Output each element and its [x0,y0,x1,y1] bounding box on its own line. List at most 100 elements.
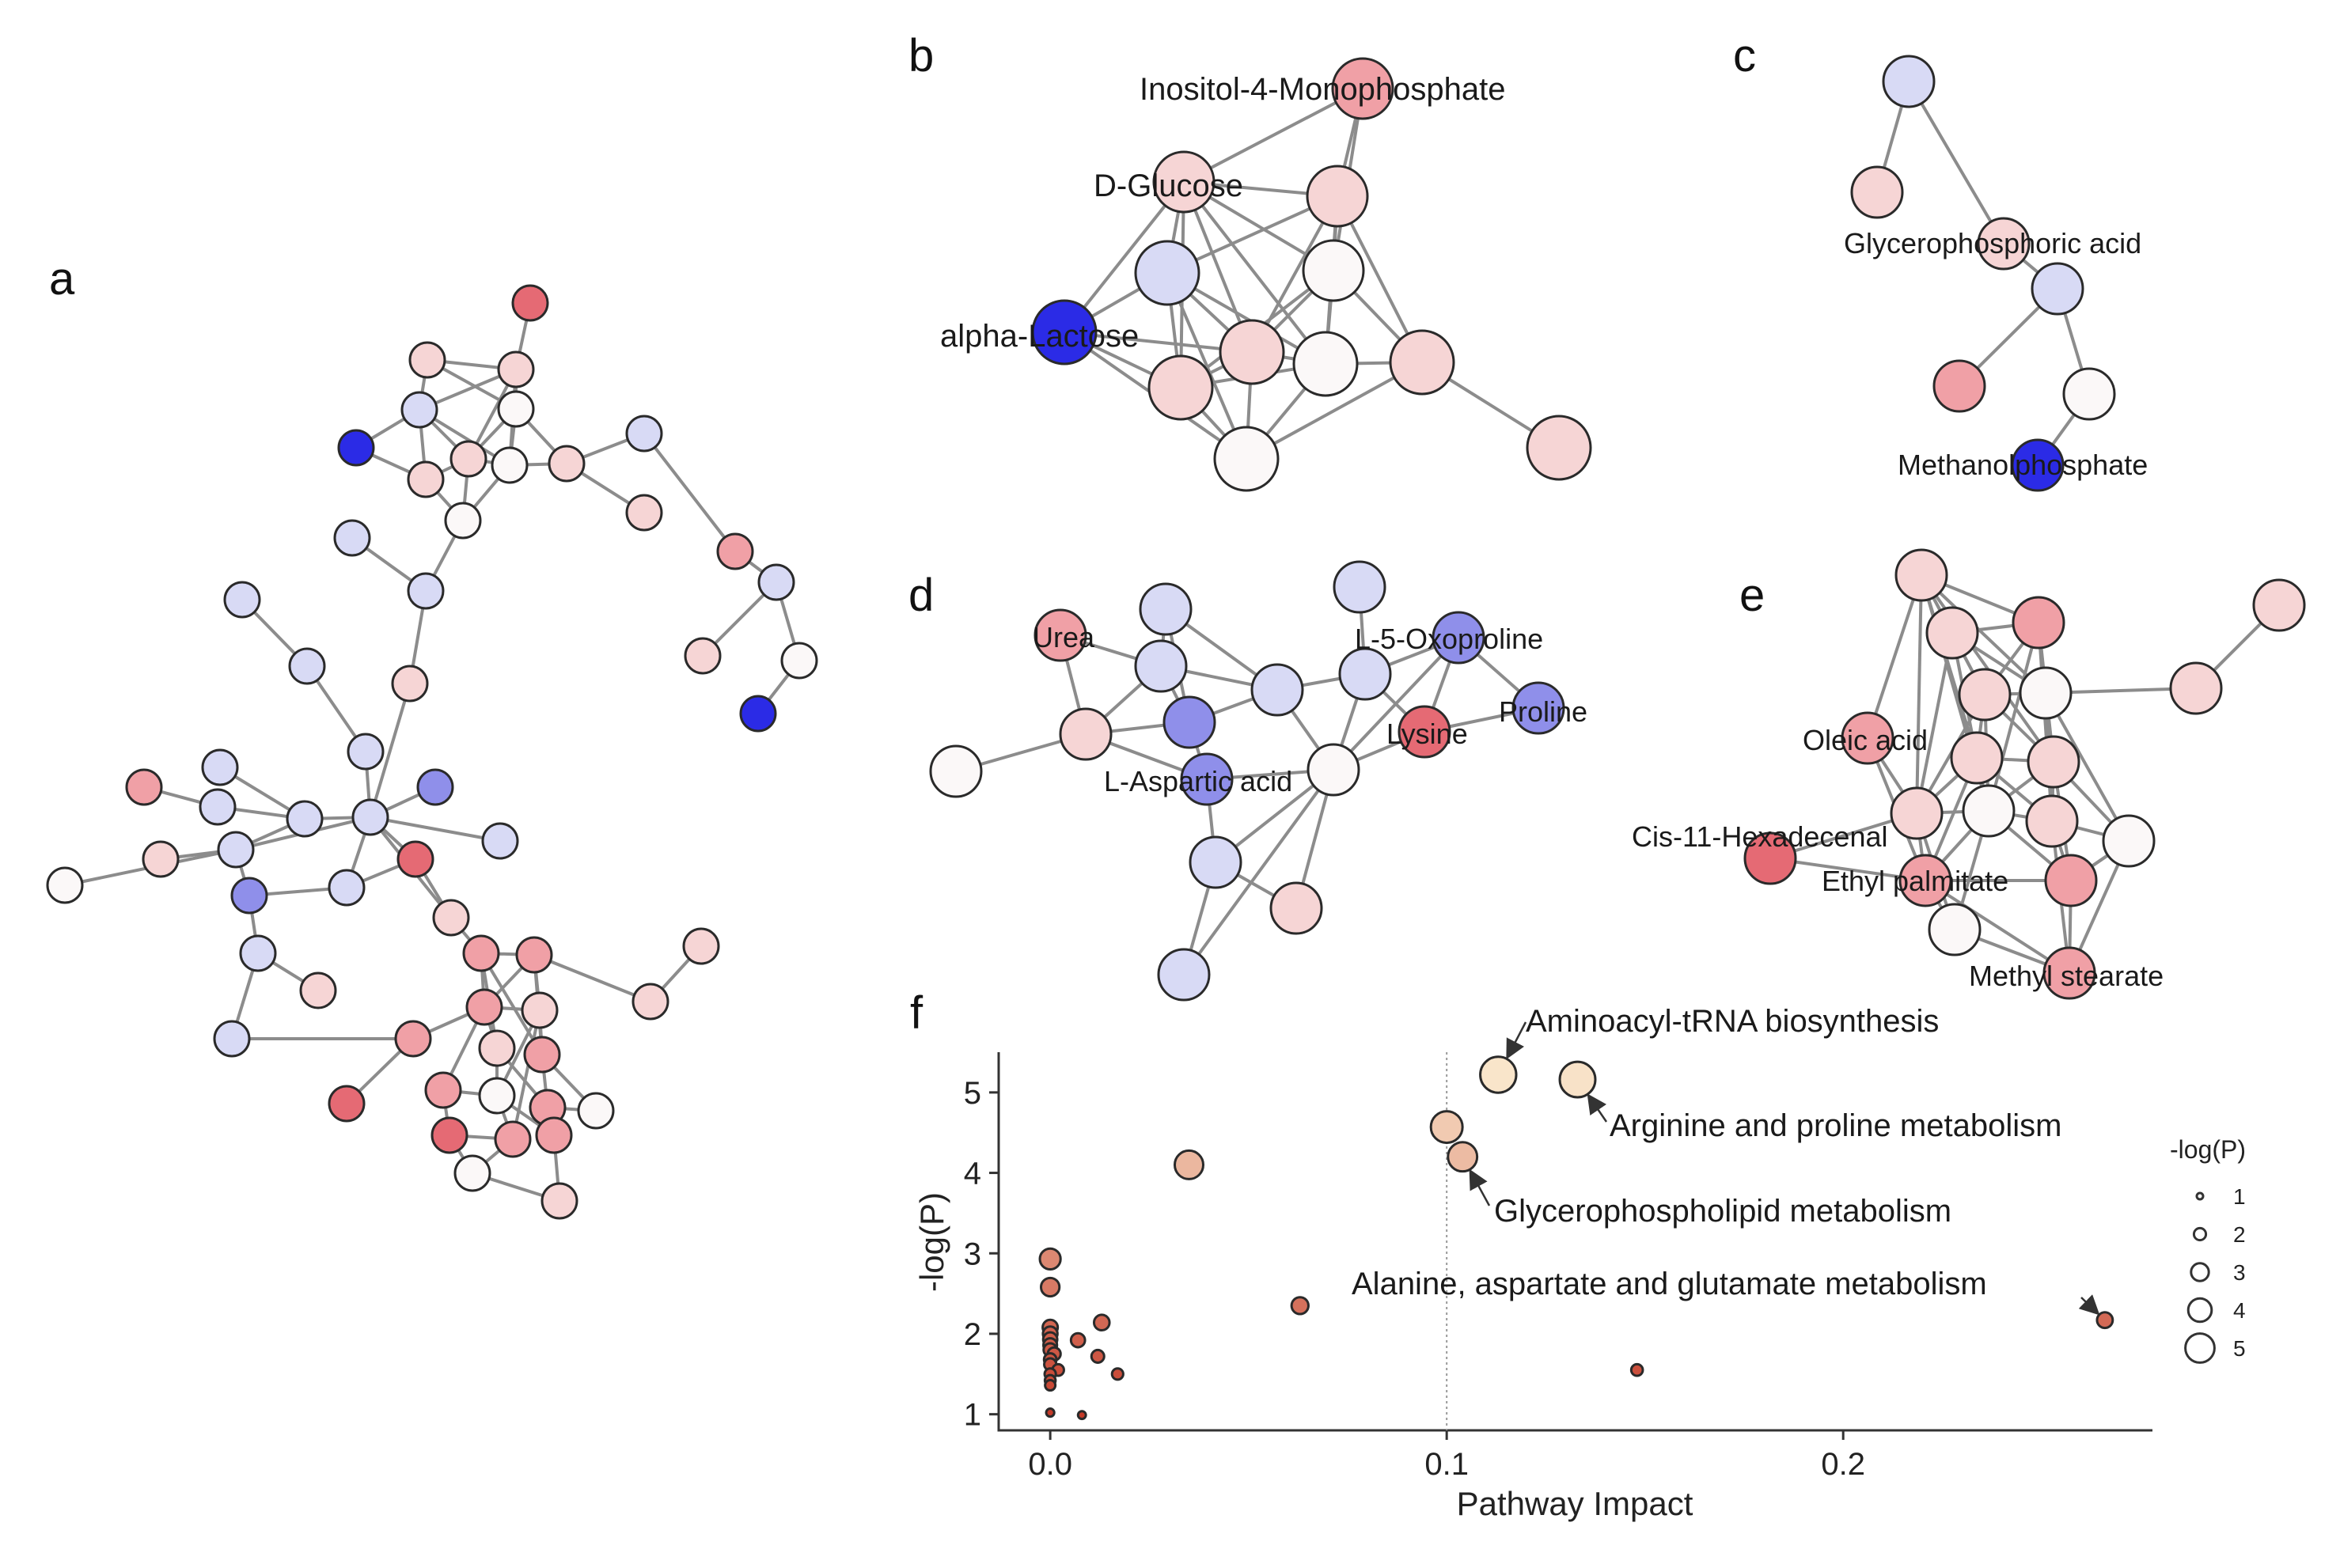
pathway-point [1479,1055,1518,1094]
network-edge [1183,87,1363,184]
net-c-nodes [1850,55,2116,492]
network-node [1292,331,1359,397]
panel-letter-d: d [908,570,934,621]
pathway-point [1629,1362,1644,1377]
network-node [1890,786,1944,840]
network-node [2031,262,2084,316]
network-d-labels: Urea L-5-Oxoproline Proline Lysine L-Asp… [1033,621,1587,797]
network-edge [1182,768,1335,976]
network-node [1841,711,1894,765]
node-label-inositol-4-monophosphate: Inositol-4-Monophosphate [1140,72,1506,107]
network-panel-b [1031,57,1592,492]
network-node [523,1036,561,1074]
network-node [1389,329,1455,396]
x-tick-label: 0.1 [1424,1447,1469,1482]
network-node [1302,239,1365,302]
network-node [1306,165,1369,228]
node-label-cis-11-hexadecenal: Cis-11-Hexadecenal [1632,820,1888,853]
annotation-arrow [1506,1021,1527,1060]
network-edge [370,816,501,843]
network-edge [369,683,411,818]
node-label-proline: Proline [1499,695,1587,728]
net-a-edges [64,302,801,1203]
network-node [757,563,795,601]
network-c-labels: Glycerophosphoric acid Methanolphosphate [1844,227,2148,481]
node-label-methyl-stearate: Methyl stearate [1969,960,2164,992]
network-node [444,502,482,540]
network-node [1925,606,1979,660]
network-node [462,934,500,972]
network-node [1147,354,1214,421]
net-e-nodes [1743,548,2306,1000]
network-node [548,445,586,483]
network-panel-d [929,560,1565,1002]
network-node [2019,666,2073,720]
network-node [1139,582,1193,636]
panel-letter-f: f [910,987,923,1039]
legend-size-label: 2 [2233,1222,2246,1247]
network-node [494,1120,532,1158]
x-axis-title: Pathway Impact [1457,1485,1693,1522]
network-node [511,284,549,322]
annotation-arrow [2078,1294,2100,1316]
pathway-point [1039,1276,1061,1298]
network-node [1189,835,1242,889]
legend-size-marker [2195,1191,2205,1201]
panel-letter-b: b [908,30,934,81]
network-node [1219,319,1285,385]
network-node [223,581,261,619]
panel-letter-e: e [1739,570,1765,621]
network-node [1958,668,2012,722]
network-node [391,665,429,703]
network-edge [1915,632,1954,814]
network-node [1977,217,2031,271]
network-node [1213,426,1280,492]
network-edge [1332,636,1460,771]
network-edge [1246,361,1423,460]
network-node [199,788,237,826]
network-node [449,440,487,478]
node-label-lysine: Lysine [1386,718,1468,750]
network-node [535,1116,573,1154]
network-node [408,341,446,379]
network-node [328,1085,366,1123]
network-edge [1866,574,1923,739]
network-panel-e [1743,548,2306,1000]
network-node [716,532,754,570]
network-node [1333,560,1386,614]
network-node [2027,735,2080,789]
network-node [299,971,337,1009]
pathway-point [1558,1060,1597,1099]
node-label-oleic-acid: Oleic acid [1803,724,1928,756]
network-node [286,800,324,838]
network-edge [511,1009,541,1140]
pathway-point [1090,1348,1106,1364]
plot-points [1038,1055,2114,1421]
network-b-labels: Inositol-4-Monophosphate D-Glucose alpha… [940,72,1506,354]
network-node [2025,794,2079,848]
network-node [491,446,529,484]
network-node [521,991,559,1029]
annotation-arginine-proline: Arginine and proline metabolism [1610,1108,2061,1143]
pathway-point [1173,1149,1205,1180]
network-edge [2044,692,2130,842]
network-node [1882,55,1936,108]
network-node [407,572,445,610]
network-node [1928,903,1982,956]
network-node [1157,948,1211,1002]
network-node [201,748,239,786]
legend-title: -log(P) [2170,1135,2246,1164]
y-tick-label: 3 [964,1237,981,1271]
network-node [1932,359,1986,413]
network-edge [1907,80,2005,245]
network-node [217,831,255,869]
annotation-arrow [1587,1093,1608,1123]
network-node [1033,608,1087,662]
network-node [407,460,445,498]
pathway-point [1110,1367,1124,1381]
network-node [1511,681,1565,735]
legend-size-marker [2190,1262,2210,1282]
network-node [1898,854,1952,907]
network-node [2169,661,2223,715]
